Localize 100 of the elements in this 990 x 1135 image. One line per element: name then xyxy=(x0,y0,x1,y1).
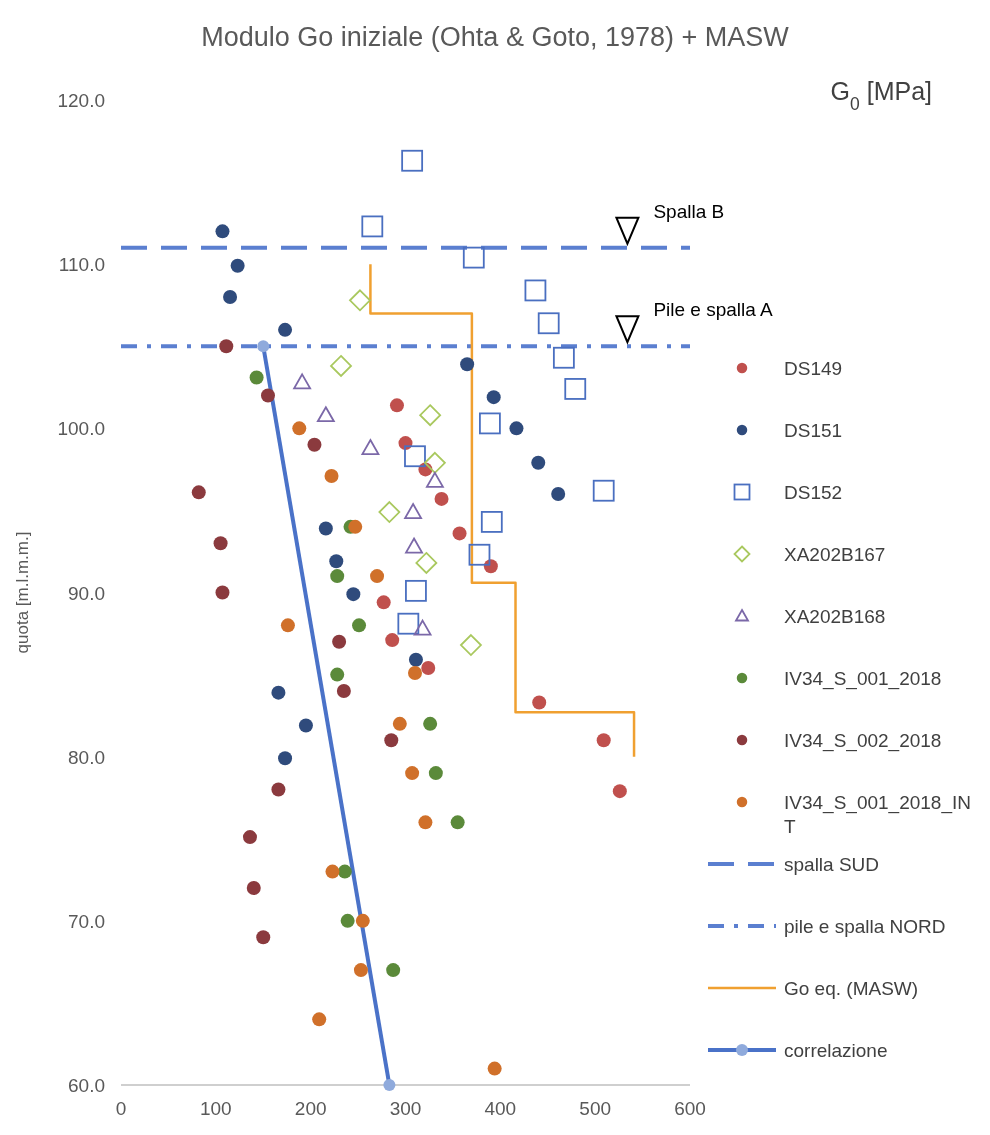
point xyxy=(612,784,627,799)
point xyxy=(256,930,271,945)
point xyxy=(230,258,245,273)
point xyxy=(332,634,347,649)
point xyxy=(378,501,401,523)
x-tick-label: 0 xyxy=(115,1098,127,1119)
point xyxy=(312,1012,327,1027)
point xyxy=(537,312,560,335)
point xyxy=(278,322,293,337)
point xyxy=(316,406,335,423)
point xyxy=(404,445,426,468)
legend-label: DS149 xyxy=(784,358,843,379)
point xyxy=(361,215,384,238)
point xyxy=(325,864,340,879)
point xyxy=(426,471,444,488)
point xyxy=(408,652,423,667)
point xyxy=(191,485,206,500)
y-tick-label: 60.0 xyxy=(68,1075,105,1096)
x-tick-label: 500 xyxy=(579,1098,612,1119)
point xyxy=(480,511,503,533)
point xyxy=(421,661,436,676)
point xyxy=(418,815,433,830)
point xyxy=(428,766,443,781)
point xyxy=(596,733,611,748)
y-tick-label: 100.0 xyxy=(57,418,105,440)
point xyxy=(370,569,385,584)
point xyxy=(479,412,501,435)
legend-label: IV34_S_001_2018_INT xyxy=(784,792,971,837)
point xyxy=(324,468,339,483)
point xyxy=(423,716,438,731)
legend-label: XA202B168 xyxy=(784,606,886,627)
x-tick-label: 100 xyxy=(199,1098,232,1119)
point xyxy=(531,455,546,470)
point xyxy=(278,751,293,766)
chart-title: Modulo Go iniziale (Ohta & Goto, 1978) + MASW xyxy=(201,22,790,52)
y-tick-label: 120.0 xyxy=(57,90,105,111)
point xyxy=(213,536,228,551)
y-tick-label: 90.0 xyxy=(68,582,105,604)
point xyxy=(348,519,363,534)
point xyxy=(280,618,295,633)
point xyxy=(524,279,547,302)
legend-label: DS151 xyxy=(784,420,843,441)
point xyxy=(450,815,465,830)
point xyxy=(376,595,391,610)
point xyxy=(551,487,566,501)
legend-label: pile e spalla NORD xyxy=(784,916,946,937)
point xyxy=(404,503,422,519)
point xyxy=(385,633,400,648)
legend-label: Go eq. (MASW) xyxy=(784,978,919,999)
point xyxy=(355,913,370,928)
y-tick-label: 80.0 xyxy=(68,746,105,768)
y-axis-title: quota [m.l.m.m.] xyxy=(13,531,32,654)
legend-label: IV34_S_001_2018 xyxy=(784,668,942,690)
point xyxy=(260,388,275,403)
point xyxy=(460,634,482,656)
point xyxy=(307,437,322,452)
point xyxy=(337,864,352,879)
point xyxy=(352,618,367,633)
point xyxy=(419,404,442,427)
point xyxy=(330,569,345,584)
point xyxy=(405,579,427,602)
x-axis-title: G$_{0}$ [MPa] xyxy=(830,77,932,114)
annotation: Spalla B xyxy=(653,200,725,222)
point xyxy=(219,339,234,354)
legend-label: IV34_S_002_2018 xyxy=(784,730,942,752)
point xyxy=(434,491,449,506)
point xyxy=(223,290,238,304)
point xyxy=(401,149,424,172)
point xyxy=(415,552,438,574)
point xyxy=(215,585,230,600)
point xyxy=(292,421,307,436)
point xyxy=(460,357,475,372)
point xyxy=(407,665,422,680)
point xyxy=(462,246,485,269)
point xyxy=(405,537,423,554)
y-tick-label: 70.0 xyxy=(68,910,105,932)
point xyxy=(552,346,575,369)
point xyxy=(424,451,446,474)
point xyxy=(397,612,420,635)
point xyxy=(340,913,355,928)
point xyxy=(486,390,501,405)
point xyxy=(346,587,361,602)
point xyxy=(487,1061,502,1076)
point xyxy=(392,716,407,731)
x-tick-label: 300 xyxy=(389,1098,422,1119)
point xyxy=(405,766,420,781)
point xyxy=(349,289,371,312)
point xyxy=(330,667,345,682)
point xyxy=(353,963,368,978)
legend-label: XA202B167 xyxy=(784,544,886,565)
point xyxy=(293,373,312,390)
x-tick-label: 400 xyxy=(484,1098,517,1119)
point xyxy=(384,733,399,748)
y-tick-label: 110.0 xyxy=(58,254,105,276)
legend-label: spalla SUD xyxy=(784,854,880,875)
point xyxy=(389,398,404,413)
point xyxy=(452,526,467,541)
point xyxy=(336,684,351,698)
point xyxy=(242,830,257,845)
point xyxy=(509,421,524,436)
